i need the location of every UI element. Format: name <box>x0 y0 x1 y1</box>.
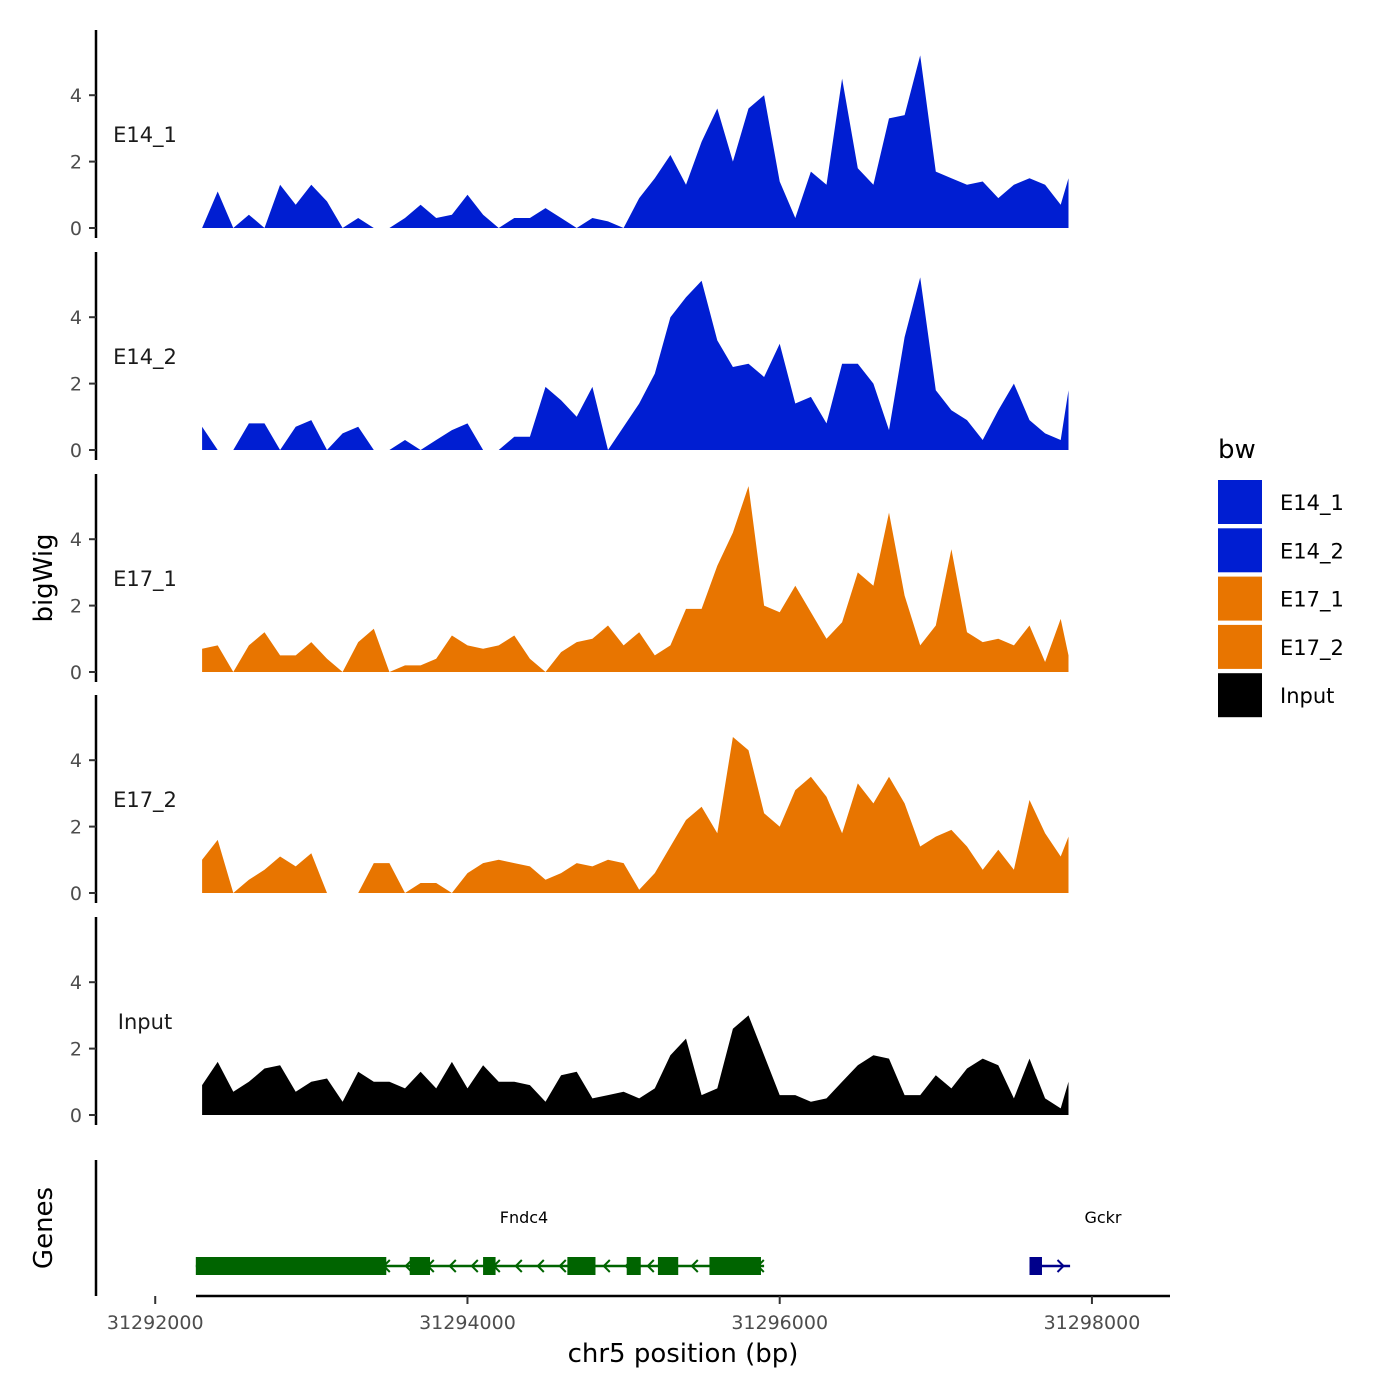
track-E17_2: 0 2 4 E17_2 <box>70 695 1069 905</box>
y-axis-title: bigWig <box>29 533 59 622</box>
strand-chevron <box>536 1259 545 1273</box>
legend: E14_1 E14_2 E17_1 E17_2 Input <box>1218 480 1344 718</box>
legend-label: E14_1 <box>1280 491 1344 516</box>
gene-exon <box>195 1257 387 1275</box>
x-tick-label: 31294000 <box>419 1312 516 1334</box>
track-E14_2: 0 2 4 E14_2 <box>70 252 1069 462</box>
legend-key-E17_2 <box>1218 624 1262 669</box>
strand-chevron <box>558 1259 567 1273</box>
signal-area-Input <box>202 1015 1069 1115</box>
x-tick-label: 31298000 <box>1044 1312 1141 1334</box>
y-tick-label: 4 <box>70 529 82 551</box>
gene-exon <box>626 1257 641 1275</box>
strand-chevron <box>470 1259 479 1273</box>
y-tick-label: 0 <box>70 440 82 462</box>
gene-label: Fndc4 <box>500 1208 548 1227</box>
gene-Gckr: Gckr <box>1029 1208 1122 1275</box>
legend-key-E14_1 <box>1218 480 1262 524</box>
gene-exon <box>567 1257 596 1275</box>
track-E14_1: 0 2 4 E14_1 <box>70 30 1069 240</box>
signal-area-E17_1 <box>202 486 1069 672</box>
y-tick-label: 4 <box>70 972 82 994</box>
y-tick-label: 4 <box>70 750 82 772</box>
y-tick-label: 4 <box>70 307 82 329</box>
x-tick-label: 31292000 <box>107 1312 204 1334</box>
y-tick-label: 2 <box>70 374 82 396</box>
y-tick-label: 0 <box>70 662 82 684</box>
y-tick-label: 2 <box>70 596 82 618</box>
gene-Fndc4: Fndc4 <box>195 1208 765 1275</box>
strand-chevron <box>1056 1259 1065 1273</box>
y-tick-label: 2 <box>70 152 82 174</box>
gene-exon <box>657 1257 679 1275</box>
y-tick-label: 2 <box>70 1039 82 1061</box>
genes-track: Fndc4 Gckr <box>94 1160 1122 1296</box>
y-tick-label: 4 <box>70 85 82 107</box>
legend-label: E17_1 <box>1280 588 1344 613</box>
x-tick-label: 31296000 <box>731 1312 828 1334</box>
legend-label: E17_2 <box>1280 636 1344 661</box>
y-tick-label: 0 <box>70 218 82 240</box>
x-axis-title: chr5 position (bp) <box>568 1339 799 1369</box>
track-E17_1: 0 2 4 E17_1 <box>70 474 1069 684</box>
strand-chevron <box>514 1259 523 1273</box>
genes-track-title: Genes <box>29 1187 59 1269</box>
track-label: E14_1 <box>113 123 177 148</box>
legend-label: E14_2 <box>1280 539 1344 564</box>
track-label: Input <box>118 1010 172 1034</box>
strand-chevron <box>448 1259 457 1273</box>
legend-label: Input <box>1280 684 1334 708</box>
legend-key-E17_1 <box>1218 576 1262 621</box>
legend-key-E14_2 <box>1218 528 1262 573</box>
gene-exon <box>1029 1257 1042 1275</box>
gene-label: Gckr <box>1084 1208 1121 1227</box>
signal-area-E17_2 <box>202 737 1069 893</box>
signal-area-E14_2 <box>202 277 1069 450</box>
strand-chevron <box>690 1259 699 1273</box>
gene-exon <box>709 1257 761 1275</box>
y-tick-label: 0 <box>70 1105 82 1127</box>
signal-area-E14_1 <box>202 55 1069 229</box>
gene-exon <box>483 1257 496 1275</box>
track-label: E14_2 <box>113 345 177 370</box>
plot-area: 0 2 4 E14_1 0 2 4 E14_2 0 2 4 E17_1 0 2 4 E17_2 0 2 4 Input… <box>70 30 1344 1334</box>
track-label: E17_1 <box>113 567 177 592</box>
x-axis: 31292000 31294000 31296000 31298000 <box>107 1294 1170 1334</box>
strand-chevron <box>602 1259 611 1273</box>
legend-title: bw <box>1218 435 1256 465</box>
y-tick-label: 0 <box>70 883 82 905</box>
strand-chevron <box>646 1259 655 1273</box>
track-label: E17_2 <box>113 788 177 813</box>
legend-key-Input <box>1218 673 1262 718</box>
track-Input: 0 2 4 Input <box>70 917 1069 1127</box>
gene-exon <box>409 1257 430 1275</box>
y-tick-label: 2 <box>70 817 82 839</box>
